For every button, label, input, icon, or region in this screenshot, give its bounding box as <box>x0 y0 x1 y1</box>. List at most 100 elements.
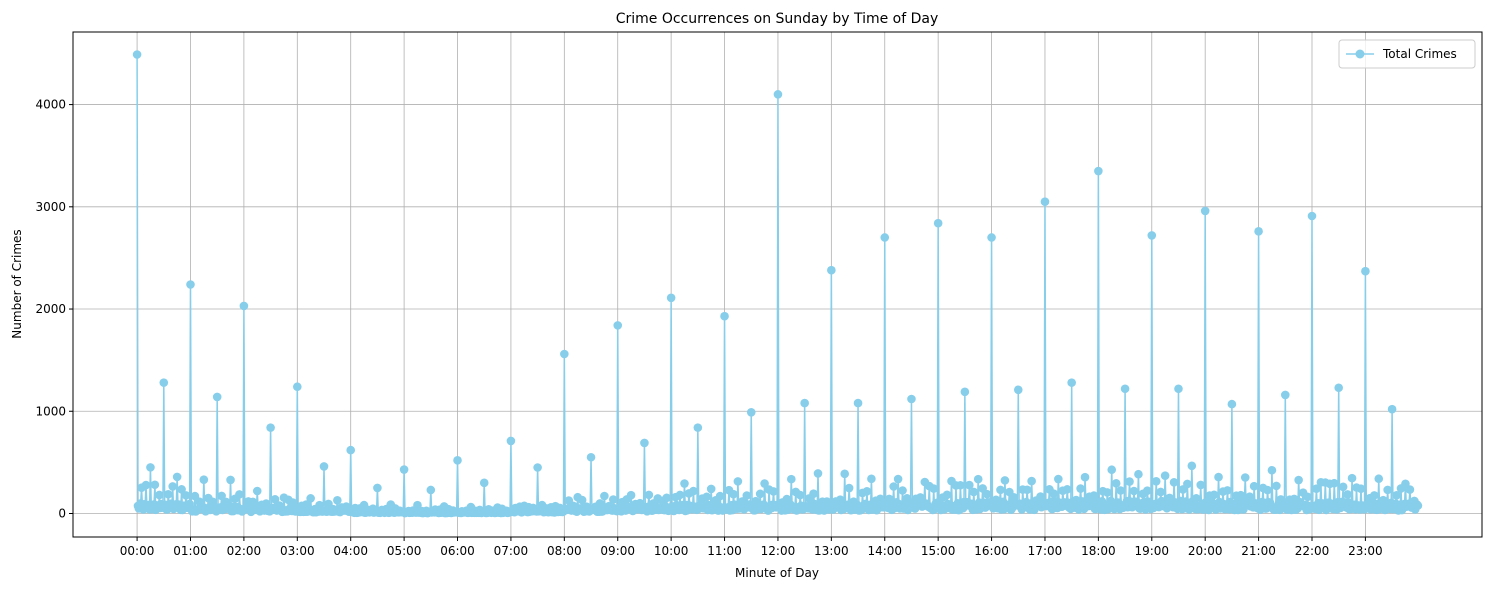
data-point[interactable] <box>720 311 729 321</box>
data-point[interactable] <box>479 478 489 488</box>
data-point[interactable] <box>199 475 209 484</box>
data-point[interactable] <box>746 407 756 417</box>
data-point[interactable] <box>1054 474 1063 484</box>
data-point[interactable] <box>742 491 752 500</box>
data-point[interactable] <box>640 438 649 448</box>
data-point[interactable] <box>413 500 422 510</box>
data-point[interactable] <box>1387 404 1397 414</box>
data-point[interactable] <box>1102 488 1112 497</box>
data-point[interactable] <box>1191 494 1201 503</box>
data-point[interactable] <box>1280 390 1290 400</box>
data-point[interactable] <box>453 456 462 465</box>
data-point[interactable] <box>181 491 191 500</box>
data-point[interactable] <box>150 480 160 490</box>
data-point[interactable] <box>907 394 916 404</box>
data-point[interactable] <box>1223 486 1232 495</box>
data-point[interactable] <box>1116 486 1125 495</box>
data-point[interactable] <box>1267 465 1277 475</box>
data-point[interactable] <box>956 480 965 490</box>
data-point[interactable] <box>560 349 569 359</box>
data-point[interactable] <box>827 265 836 275</box>
data-point[interactable] <box>982 489 992 499</box>
data-point[interactable] <box>613 321 623 330</box>
data-point[interactable] <box>689 486 698 496</box>
data-point[interactable] <box>163 489 173 499</box>
data-point[interactable] <box>680 479 689 488</box>
data-point[interactable] <box>1040 197 1050 206</box>
data-point[interactable] <box>1076 484 1085 493</box>
data-point[interactable] <box>239 301 249 311</box>
data-point[interactable] <box>1370 491 1379 500</box>
data-point[interactable] <box>1392 490 1401 500</box>
data-point[interactable] <box>1129 486 1139 496</box>
data-point[interactable] <box>1347 473 1357 483</box>
data-point[interactable] <box>1240 473 1250 482</box>
data-point[interactable] <box>706 484 716 494</box>
data-point[interactable] <box>1254 227 1263 236</box>
data-point[interactable] <box>333 496 342 505</box>
data-point[interactable] <box>252 486 262 496</box>
data-point[interactable] <box>1307 211 1317 221</box>
data-point[interactable] <box>1374 474 1384 484</box>
data-point[interactable] <box>840 469 849 479</box>
data-point[interactable] <box>172 472 182 482</box>
data-point[interactable] <box>293 382 302 392</box>
data-point[interactable] <box>800 398 809 408</box>
data-point[interactable] <box>1147 231 1157 240</box>
data-point[interactable] <box>1080 472 1090 482</box>
data-point[interactable] <box>1134 469 1143 479</box>
data-point[interactable] <box>626 490 636 500</box>
data-point[interactable] <box>1009 493 1019 502</box>
data-point[interactable] <box>1125 477 1134 486</box>
data-point[interactable] <box>969 487 979 497</box>
data-point[interactable] <box>662 493 671 503</box>
data-point[interactable] <box>755 489 765 499</box>
data-point[interactable] <box>675 490 685 500</box>
data-point[interactable] <box>186 280 195 289</box>
data-point[interactable] <box>1089 491 1099 500</box>
data-point[interactable] <box>1107 465 1117 475</box>
data-point[interactable] <box>1156 487 1165 497</box>
data-point[interactable] <box>1209 490 1219 500</box>
data-point[interactable] <box>155 490 164 500</box>
data-point[interactable] <box>595 499 605 508</box>
data-point[interactable] <box>1120 384 1130 394</box>
data-point[interactable] <box>889 482 898 491</box>
data-point[interactable] <box>666 293 676 303</box>
data-point[interactable] <box>159 378 169 387</box>
data-point[interactable] <box>1361 266 1370 276</box>
data-point[interactable] <box>266 423 275 432</box>
data-point[interactable] <box>212 392 222 402</box>
data-point[interactable] <box>132 50 142 59</box>
data-point[interactable] <box>987 233 996 242</box>
data-point[interactable] <box>346 445 356 455</box>
data-point[interactable] <box>1214 472 1223 482</box>
data-point[interactable] <box>1413 501 1423 510</box>
data-point[interactable] <box>1196 480 1206 490</box>
data-point[interactable] <box>893 474 903 484</box>
data-point[interactable] <box>1187 461 1197 471</box>
data-point[interactable] <box>248 497 258 507</box>
data-point[interactable] <box>1062 485 1072 494</box>
data-point[interactable] <box>1405 485 1415 494</box>
data-point[interactable] <box>1067 378 1076 387</box>
data-point[interactable] <box>702 492 712 502</box>
data-point[interactable] <box>177 485 186 494</box>
data-point[interactable] <box>577 495 587 505</box>
data-point[interactable] <box>1356 484 1366 493</box>
data-point[interactable] <box>306 494 315 503</box>
data-point[interactable] <box>1169 478 1179 487</box>
data-point[interactable] <box>506 436 516 446</box>
data-point[interactable] <box>644 490 654 500</box>
data-point[interactable] <box>1294 475 1303 485</box>
data-point[interactable] <box>1143 486 1152 495</box>
data-point[interactable] <box>1022 485 1032 495</box>
data-point[interactable] <box>795 490 805 500</box>
data-point[interactable] <box>867 474 876 484</box>
data-point[interactable] <box>960 387 970 397</box>
data-point[interactable] <box>715 491 725 501</box>
data-point[interactable] <box>261 499 271 508</box>
data-point[interactable] <box>809 489 818 498</box>
data-point[interactable] <box>973 474 983 484</box>
data-point[interactable] <box>141 480 151 490</box>
